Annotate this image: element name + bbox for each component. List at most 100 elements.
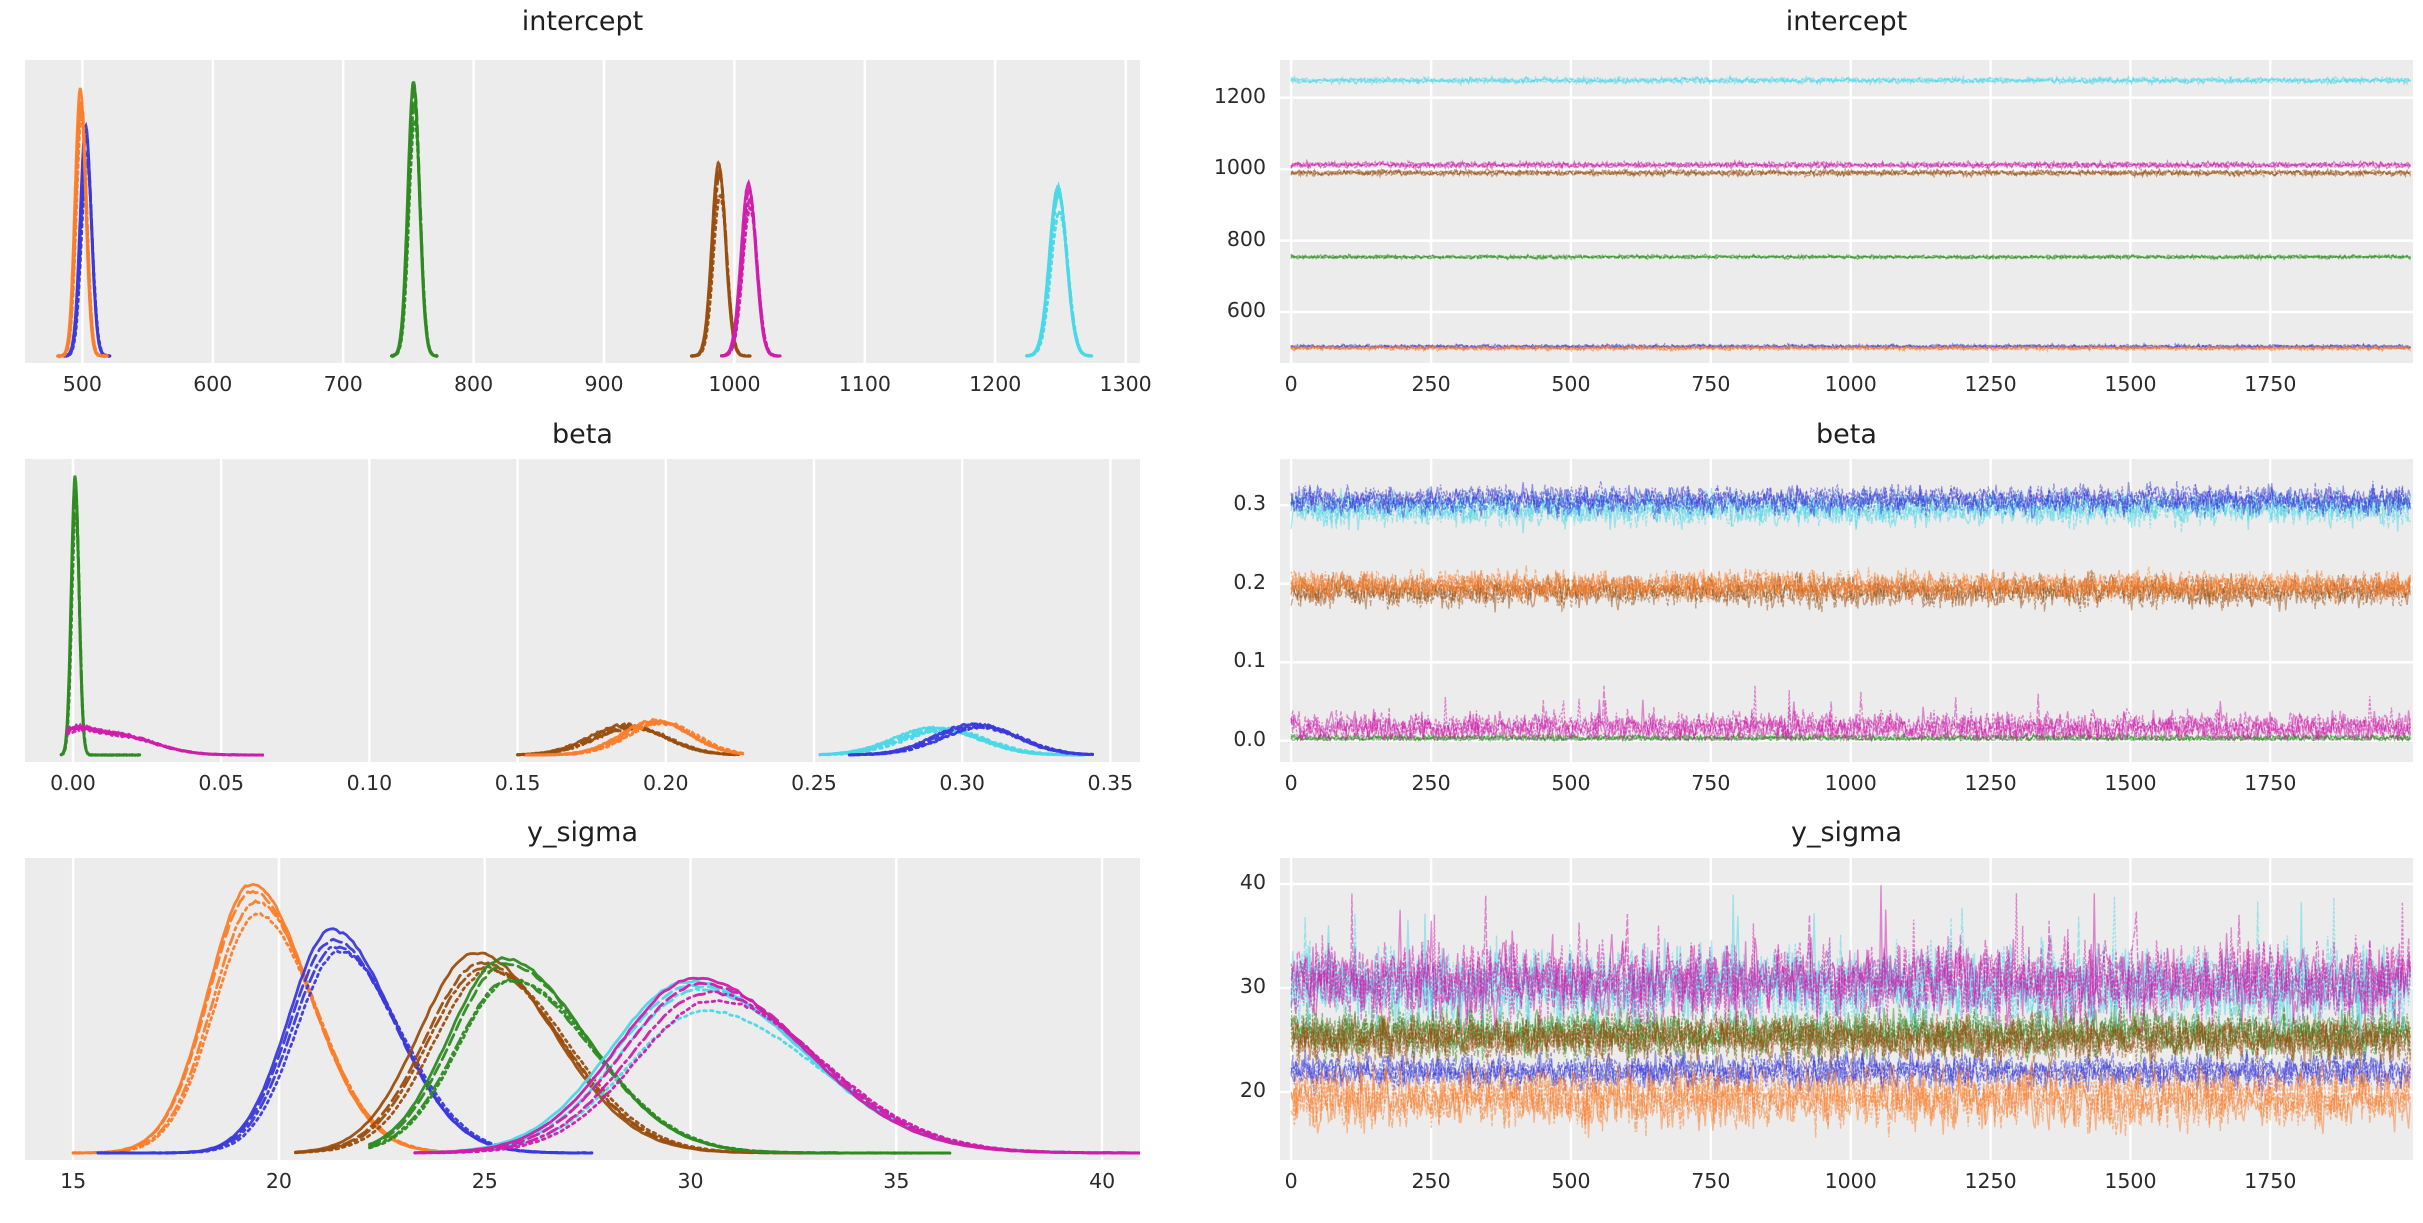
beta-chain-group-orange-chain-2 xyxy=(1290,565,2411,604)
x-tick-label: 0 xyxy=(1284,372,1298,396)
beta-chain-group-orange-chain-3 xyxy=(1290,566,2411,603)
beta-chain-group-orange-chain-2 xyxy=(525,720,745,757)
y_sigma-chain-group-brown-chain-1 xyxy=(1290,1007,2411,1066)
x-tick-label: 35 xyxy=(883,1169,910,1193)
y_sigma-chain-group-brown-chain-3 xyxy=(294,968,841,1155)
x-tick-label: 1250 xyxy=(1964,1169,2017,1193)
beta-chain-group-orange-chain-3 xyxy=(525,719,745,757)
plot-title-intercept-density: intercept xyxy=(521,6,644,37)
x-tick-label: 1500 xyxy=(2104,1169,2157,1193)
beta-chain-group-blue-chain-0 xyxy=(1290,481,2411,519)
x-tick-label: 250 xyxy=(1411,372,1451,396)
beta-chain-group-magenta-chain-3 xyxy=(65,726,265,757)
x-tick-label: 1000 xyxy=(1824,771,1877,795)
x-tick-label: 600 xyxy=(193,372,233,396)
x-tick-label: 20 xyxy=(265,1169,292,1193)
intercept-chain-group-orange-chain-3 xyxy=(1290,343,2411,353)
x-tick-label: 500 xyxy=(1551,1169,1591,1193)
x-tick-label: 1500 xyxy=(2104,771,2157,795)
y_sigma-chain-group-cyan-chain-0 xyxy=(425,979,1140,1155)
x-tick-label: 0.20 xyxy=(642,771,689,795)
density-panel-beta xyxy=(25,459,1140,762)
plot-title-intercept-trace: intercept xyxy=(1785,6,1908,37)
x-tick-label: 1250 xyxy=(1964,771,2017,795)
beta-chain-group-cyan-chain-2 xyxy=(1290,486,2411,532)
beta-chain-group-green-chain-3 xyxy=(1290,731,2411,743)
x-tick-label: 750 xyxy=(1691,372,1731,396)
x-tick-label: 0.05 xyxy=(198,771,245,795)
x-tick-label: 250 xyxy=(1411,771,1451,795)
y_sigma-chain-group-magenta-chain-0 xyxy=(413,976,1140,1155)
trace-panel-y-sigma xyxy=(1280,858,2413,1160)
y_sigma-chain-group-orange-chain-3 xyxy=(1290,1054,2411,1135)
x-tick-label: 0.30 xyxy=(939,771,985,795)
intercept-chain-group-blue-chain-3 xyxy=(62,161,112,359)
plot-title-beta-density: beta xyxy=(552,419,613,450)
x-tick-label: 25 xyxy=(471,1169,498,1193)
intercept-chain-group-green-chain-3 xyxy=(390,114,439,359)
x-tick-label: 1000 xyxy=(1824,372,1877,396)
y_sigma-chain-group-brown-chain-2 xyxy=(294,965,841,1155)
x-tick-label: 15 xyxy=(60,1169,87,1193)
x-tick-label: 500 xyxy=(1551,771,1591,795)
x-tick-label: 0.15 xyxy=(494,771,541,795)
intercept-chain-group-magenta-chain-2 xyxy=(1290,159,2411,171)
x-tick-label: 1300 xyxy=(1099,372,1152,396)
intercept-chain-group-magenta-chain-2 xyxy=(720,197,782,358)
intercept-chain-group-cyan-chain-3 xyxy=(1290,74,2411,86)
x-tick-label: 0 xyxy=(1284,771,1298,795)
density-plot-beta xyxy=(59,459,1112,762)
intercept-chain-group-cyan-chain-2 xyxy=(1025,191,1094,358)
intercept-chain-group-brown-chain-1 xyxy=(1290,167,2411,179)
y_sigma-chain-group-magenta-chain-2 xyxy=(1290,911,2411,1025)
intercept-chain-group-green-chain-2 xyxy=(390,99,439,358)
x-tick-label: 1500 xyxy=(2104,372,2157,396)
x-tick-label: 1750 xyxy=(2244,372,2297,396)
intercept-chain-group-brown-chain-3 xyxy=(1290,166,2411,180)
trace-panel-intercept xyxy=(1280,60,2413,363)
y_sigma-chain-group-brown-chain-3 xyxy=(1290,1008,2411,1065)
beta-chain-group-brown-chain-2 xyxy=(1290,569,2411,611)
beta-chain-group-magenta-chain-2 xyxy=(1290,691,2411,743)
x-tick-label: 750 xyxy=(1691,1169,1731,1193)
trace-plot-beta xyxy=(1280,459,2413,762)
y_sigma-chain-group-magenta-chain-3 xyxy=(1290,893,2411,1034)
x-tick-label: 30 xyxy=(677,1169,704,1193)
intercept-chain-group-magenta-chain-3 xyxy=(720,204,782,359)
density-plot-intercept xyxy=(56,60,1127,363)
x-tick-label: 0 xyxy=(1284,1169,1298,1193)
x-tick-label: 1000 xyxy=(708,372,761,396)
x-tick-label: 900 xyxy=(584,372,624,396)
y_sigma-chain-group-magenta-chain-1 xyxy=(413,981,1140,1155)
beta-chain-group-blue-chain-3 xyxy=(1290,480,2411,517)
density-plot-y-sigma xyxy=(71,858,1140,1160)
x-tick-label: 1250 xyxy=(1964,372,2017,396)
x-tick-label: 700 xyxy=(323,372,363,396)
plot-title-beta-trace: beta xyxy=(1816,419,1877,450)
intercept-chain-group-green-chain-1 xyxy=(390,82,439,358)
x-tick-label: 750 xyxy=(1691,771,1731,795)
y_sigma-chain-group-magenta-chain-3 xyxy=(413,998,1140,1155)
intercept-chain-group-magenta-chain-3 xyxy=(1290,159,2411,171)
density-panel-intercept xyxy=(25,60,1140,363)
x-tick-label: 250 xyxy=(1411,1169,1451,1193)
x-tick-label: 40 xyxy=(1089,1169,1116,1193)
x-tick-label: 1000 xyxy=(1824,1169,1877,1193)
beta-chain-group-blue-chain-3 xyxy=(848,724,1094,757)
x-tick-label: 1100 xyxy=(838,372,891,396)
y_sigma-chain-group-magenta-chain-2 xyxy=(413,990,1140,1155)
trace-panel-beta xyxy=(1280,459,2413,762)
intercept-chain-group-green-chain-3 xyxy=(1290,252,2411,261)
intercept-chain-group-orange-chain-3 xyxy=(56,113,109,359)
x-tick-label: 0.10 xyxy=(346,771,393,795)
y_sigma-chain-group-orange-chain-1 xyxy=(71,889,458,1155)
intercept-chain-group-brown-chain-3 xyxy=(690,193,752,358)
x-tick-label: 1750 xyxy=(2244,771,2297,795)
y_sigma-chain-group-cyan-chain-3 xyxy=(1290,896,2411,1038)
x-tick-label: 500 xyxy=(1551,372,1591,396)
plot-title-y-sigma-trace: y_sigma xyxy=(1790,817,1903,848)
beta-chain-group-magenta-chain-3 xyxy=(1290,685,2411,743)
x-tick-label: 1200 xyxy=(969,372,1022,396)
x-tick-label: 0.35 xyxy=(1087,771,1134,795)
